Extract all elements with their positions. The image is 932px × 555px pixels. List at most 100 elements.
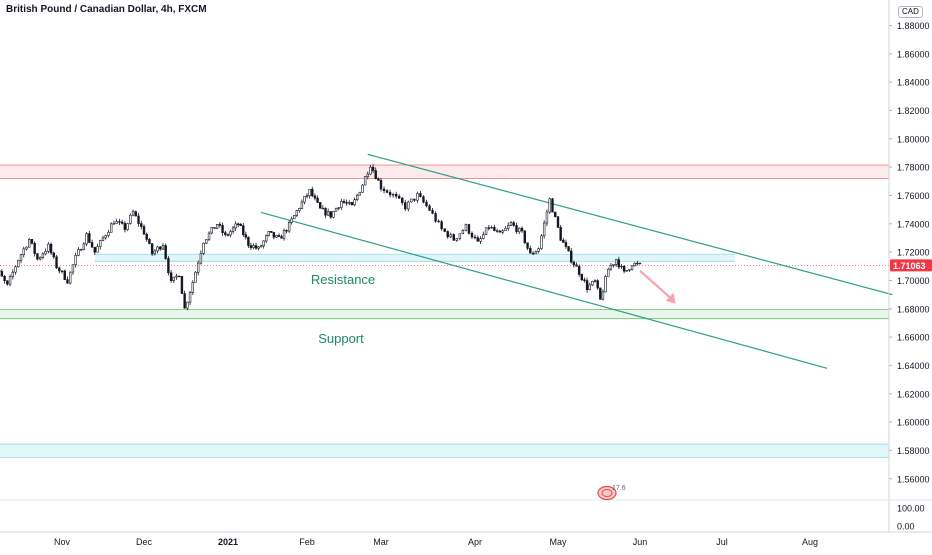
candle-up	[507, 225, 509, 228]
candle-up	[176, 276, 178, 277]
currency-badge[interactable]: CAD	[898, 6, 923, 18]
time-tick-label: Dec	[136, 537, 153, 547]
candle-down	[31, 239, 33, 243]
candle-up	[459, 234, 461, 239]
time-tick-label: Aug	[802, 537, 818, 547]
candle-down	[468, 224, 470, 233]
candle-down	[562, 240, 564, 242]
candle-up	[450, 235, 452, 237]
candle-down	[273, 232, 275, 237]
candle-up	[306, 196, 308, 197]
candle-up	[304, 196, 306, 202]
candle-up	[127, 223, 129, 229]
candle-down	[135, 212, 137, 216]
candle-up	[485, 228, 487, 235]
candle-down	[499, 231, 501, 232]
candle-up	[631, 266, 633, 269]
candle-down	[240, 224, 242, 226]
candle-down	[453, 235, 455, 241]
candle-up	[268, 231, 270, 235]
candle-down	[444, 229, 446, 232]
candle-up	[416, 193, 418, 200]
candle-down	[138, 216, 140, 224]
candle-down	[170, 273, 172, 281]
price-tick-label: 1.64000	[897, 361, 930, 371]
candle-down	[447, 231, 449, 236]
candle-down	[184, 294, 186, 309]
projection-arrow	[640, 271, 673, 300]
candle-up	[518, 228, 520, 232]
candle-down	[94, 247, 96, 252]
zone-lower	[0, 444, 889, 457]
candle-down	[435, 213, 437, 221]
candle-up	[333, 211, 335, 217]
candle-up	[362, 185, 364, 192]
candle-down	[140, 224, 142, 227]
price-tick-label: 1.82000	[897, 106, 930, 116]
candle-down	[581, 274, 583, 279]
candle-down	[178, 276, 180, 277]
candle-down	[227, 235, 229, 236]
candle-down	[67, 280, 69, 284]
candle-up	[208, 233, 210, 239]
candle-down	[250, 245, 252, 247]
price-tick-label: 1.62000	[897, 389, 930, 399]
candle-up	[42, 254, 44, 257]
candles	[0, 164, 641, 310]
candle-up	[327, 212, 329, 216]
candle-up	[83, 244, 85, 250]
candle-down	[311, 189, 313, 196]
candle-down	[245, 235, 247, 237]
candle-down	[286, 230, 288, 231]
candle-down	[270, 231, 272, 232]
price-tick-label: 1.70000	[897, 276, 930, 286]
candle-up	[99, 240, 101, 246]
candle-up	[211, 227, 213, 233]
candle-down	[343, 201, 345, 202]
candle-down	[222, 225, 224, 232]
candle-down	[496, 231, 498, 232]
candle-down	[395, 194, 397, 196]
candle-down	[560, 227, 562, 240]
candle-up	[340, 201, 342, 207]
candle-down	[401, 198, 403, 202]
candle-up	[45, 251, 47, 254]
candle-down	[441, 222, 443, 229]
candle-down	[570, 251, 572, 262]
candle-up	[113, 223, 115, 224]
candle-down	[513, 223, 515, 226]
candle-down	[529, 248, 531, 253]
candle-down	[346, 202, 348, 203]
candle-up	[283, 230, 285, 238]
candle-down	[404, 203, 406, 209]
candle-up	[410, 199, 412, 202]
candle-up	[541, 236, 543, 249]
candle-up	[502, 231, 504, 232]
candle-up	[9, 277, 11, 284]
candle-down	[37, 254, 39, 260]
candle-up	[354, 200, 356, 205]
candle-up	[629, 269, 631, 270]
support-label: Support	[318, 331, 364, 346]
price-tick-label: 1.74000	[897, 219, 930, 229]
candle-up	[621, 266, 623, 267]
candle-up	[546, 212, 548, 223]
candle-up	[505, 228, 507, 231]
candle-up	[480, 239, 482, 242]
candle-up	[192, 282, 194, 292]
candle-down	[237, 224, 239, 225]
zone-supply	[0, 165, 889, 178]
candle-up	[78, 250, 80, 256]
time-tick-label: May	[549, 537, 567, 547]
time-tick-label: Jul	[716, 537, 728, 547]
candle-down	[586, 281, 588, 290]
candle-up	[293, 215, 295, 218]
candle-down	[91, 242, 93, 247]
chart-title: British Pound / Canadian Dollar, 4h, FXC…	[6, 4, 207, 15]
candle-up	[230, 231, 232, 234]
indicator-tick-label: 0.00	[897, 522, 915, 532]
candle-down	[568, 247, 570, 251]
candle-down	[471, 233, 473, 237]
